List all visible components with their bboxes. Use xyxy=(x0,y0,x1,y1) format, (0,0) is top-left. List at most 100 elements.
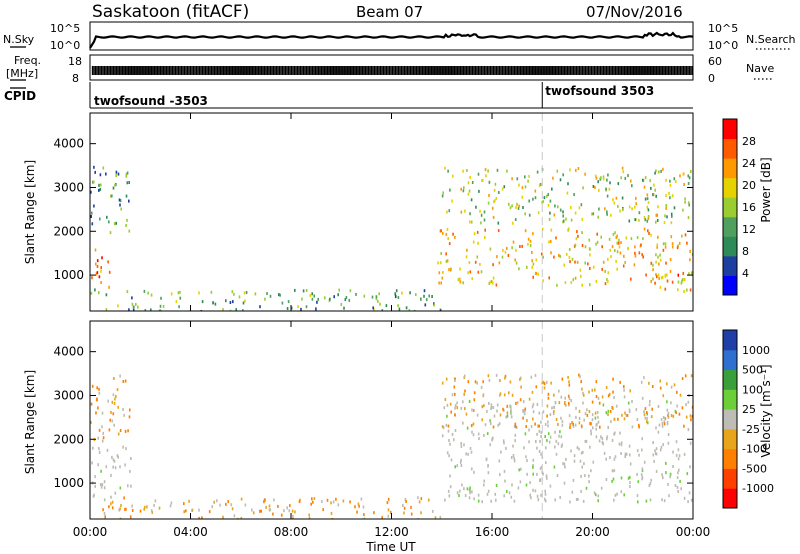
scatter-cell xyxy=(569,500,571,504)
scatter-cell xyxy=(467,271,469,275)
scatter-cell xyxy=(602,175,605,179)
scatter-cell xyxy=(559,495,561,499)
scatter-cell xyxy=(511,221,514,225)
velocity-colorbar-tick: 500 xyxy=(742,364,763,377)
scatter-cell xyxy=(332,500,335,504)
velocity-colorbar-swatch xyxy=(723,448,737,469)
scatter-cell xyxy=(146,505,148,509)
scatter-cell xyxy=(581,217,584,221)
scatter-cell xyxy=(565,458,567,461)
power-colorbar-swatch xyxy=(723,197,737,218)
scatter-cell xyxy=(503,441,505,445)
scatter-cell xyxy=(646,197,649,201)
scatter-cell xyxy=(113,377,115,380)
scatter-cell xyxy=(464,389,466,393)
scatter-cell xyxy=(638,251,641,255)
scatter-cell xyxy=(227,500,229,504)
scatter-cell xyxy=(502,407,504,411)
scatter-cell xyxy=(111,400,114,404)
scatter-cell xyxy=(120,504,122,508)
scatter-cell xyxy=(611,479,613,483)
scatter-cell xyxy=(659,258,662,262)
scatter-cell xyxy=(355,292,357,296)
scatter-cell xyxy=(657,235,659,239)
scatter-cell xyxy=(646,219,649,223)
scatter-cell xyxy=(442,191,444,195)
scatter-cell xyxy=(670,401,672,405)
scatter-cell xyxy=(511,204,513,208)
scatter-cell xyxy=(660,445,663,449)
scatter-cell xyxy=(116,388,119,392)
scatter-cell xyxy=(607,394,610,398)
scatter-cell xyxy=(131,296,133,300)
scatter-cell xyxy=(619,380,621,384)
scatter-cell xyxy=(114,397,116,401)
scatter-cell xyxy=(108,270,111,274)
scatter-cell xyxy=(647,217,650,221)
scatter-cell xyxy=(617,417,619,421)
scatter-cell xyxy=(449,268,452,272)
scatter-cell xyxy=(499,392,502,396)
scatter-cell xyxy=(126,171,129,175)
scatter-cell xyxy=(592,426,594,430)
scatter-cell xyxy=(658,277,660,280)
scatter-cell xyxy=(629,389,631,393)
scatter-cell xyxy=(125,172,128,176)
scatter-cell xyxy=(608,392,611,396)
power-ytick-label: 3000 xyxy=(53,180,84,194)
scatter-cell xyxy=(552,412,555,416)
scatter-cell xyxy=(650,279,652,283)
scatter-cell xyxy=(143,289,146,293)
scatter-cell xyxy=(631,400,633,403)
scatter-cell xyxy=(473,232,476,236)
scatter-cell xyxy=(98,387,100,391)
scatter-cell xyxy=(574,243,577,247)
scatter-cell xyxy=(464,407,466,411)
scatter-cell xyxy=(618,238,620,242)
scatter-cell xyxy=(514,258,516,262)
scatter-cell xyxy=(132,305,135,309)
scatter-cell xyxy=(545,474,548,478)
scatter-cell xyxy=(541,200,543,204)
scatter-cell xyxy=(551,406,553,410)
scatter-cell xyxy=(563,219,565,223)
scatter-cell xyxy=(294,288,296,292)
scatter-cell xyxy=(607,426,609,429)
scatter-cell xyxy=(229,301,232,304)
scatter-cell xyxy=(568,255,571,259)
scatter-cell xyxy=(517,206,520,210)
scatter-cell xyxy=(525,455,527,459)
scatter-cell xyxy=(127,484,129,488)
scatter-cell xyxy=(599,425,601,429)
nave-label: Nave xyxy=(746,62,774,75)
scatter-cell xyxy=(658,423,661,427)
scatter-cell xyxy=(491,206,494,210)
scatter-cell xyxy=(446,403,449,407)
scatter-cell xyxy=(251,508,253,512)
scatter-cell xyxy=(115,394,117,398)
scatter-cell xyxy=(329,297,331,301)
scatter-cell xyxy=(682,172,685,176)
scatter-cell xyxy=(689,441,692,445)
scatter-cell xyxy=(550,251,552,255)
scatter-cell xyxy=(655,169,657,173)
scatter-cell xyxy=(561,420,564,424)
scatter-cell xyxy=(643,376,645,380)
scatter-cell xyxy=(612,232,615,236)
scatter-cell xyxy=(681,234,683,238)
power-colorbar-swatch xyxy=(723,275,737,296)
scatter-cell xyxy=(260,509,262,513)
scatter-cell xyxy=(264,498,266,502)
scatter-cell xyxy=(518,468,520,472)
scatter-cell xyxy=(644,197,647,201)
scatter-cell xyxy=(605,187,607,191)
scatter-cell xyxy=(132,308,135,311)
scatter-cell xyxy=(244,299,246,303)
scatter-cell xyxy=(129,515,132,519)
scatter-cell xyxy=(665,461,667,465)
scatter-cell xyxy=(662,394,665,398)
scatter-cell xyxy=(381,516,383,519)
x-tick-label: 08:00 xyxy=(274,525,309,539)
